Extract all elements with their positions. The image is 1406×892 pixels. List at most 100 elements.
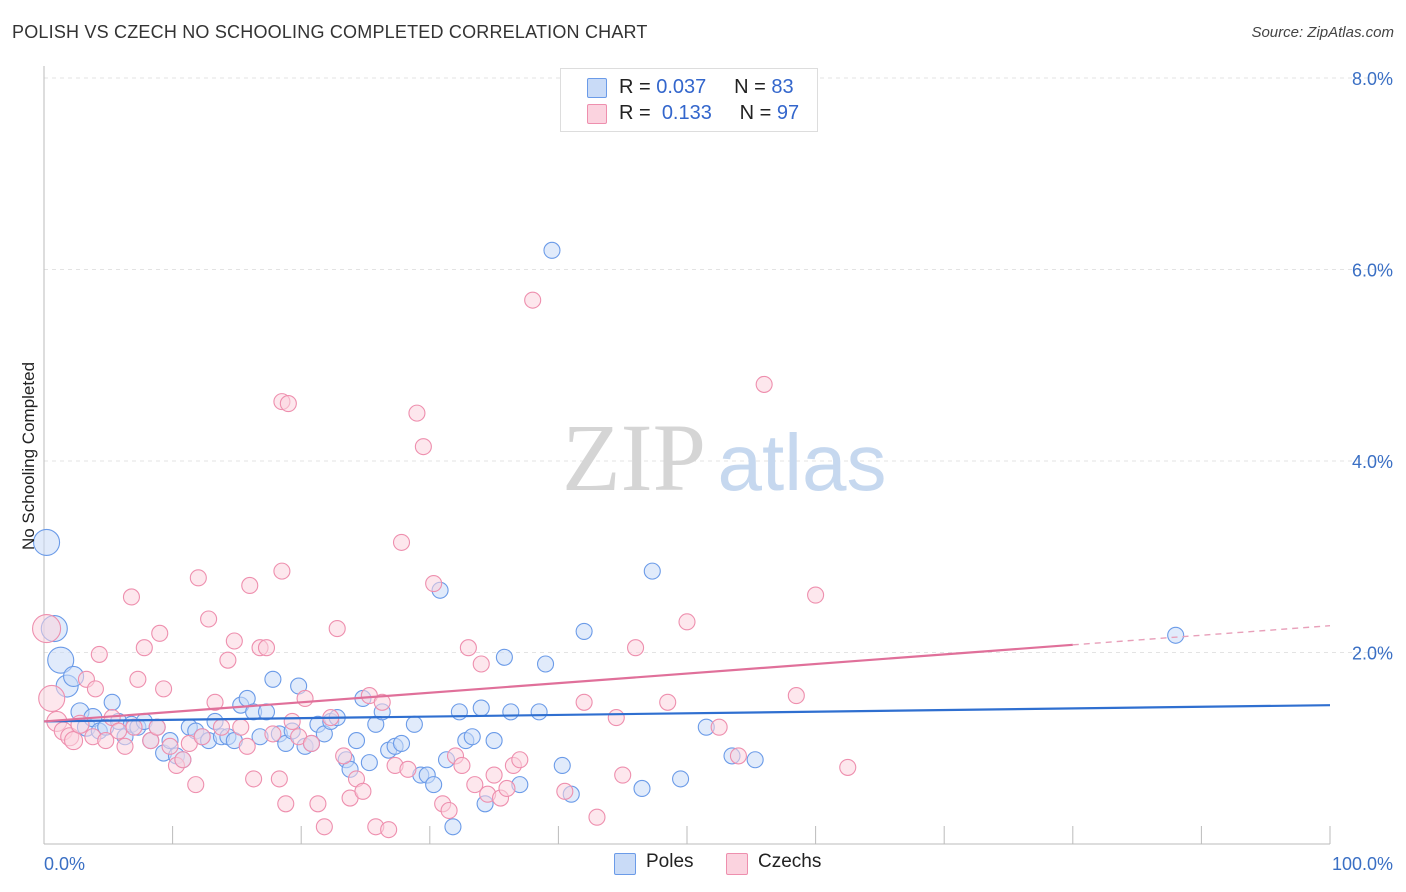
point-czechs <box>354 782 372 800</box>
point-poles <box>444 818 462 836</box>
gridlines <box>44 77 1390 653</box>
legend-n-label: N = <box>734 76 766 98</box>
point-poles <box>33 528 61 556</box>
point-czechs <box>335 747 353 765</box>
stats-legend: R = 0.037 N = 83 R = 0.133 N = 97 <box>560 68 818 132</box>
watermark-atlas: atlas <box>718 418 887 507</box>
legend-r-value: 0.037 <box>656 76 707 98</box>
point-czechs <box>556 782 574 800</box>
trend-lines <box>43 624 1331 723</box>
point-czechs <box>627 639 645 657</box>
point-czechs <box>232 718 250 736</box>
point-poles <box>643 562 661 580</box>
point-czechs <box>414 438 432 456</box>
point-poles <box>633 779 651 798</box>
point-czechs <box>392 533 411 551</box>
point-poles <box>553 756 571 775</box>
point-czechs <box>148 718 166 736</box>
point-czechs <box>659 693 677 711</box>
trend-line-poles <box>43 704 1331 723</box>
point-czechs <box>279 394 297 413</box>
point-czechs <box>219 651 237 669</box>
point-czechs <box>225 632 243 650</box>
point-czechs <box>466 776 484 794</box>
point-poles <box>530 703 548 721</box>
point-czechs <box>607 709 625 727</box>
legend-n-value: 83 <box>771 76 794 98</box>
y-tick-label: 6.0% <box>1352 261 1393 281</box>
point-czechs <box>302 734 321 753</box>
point-czechs <box>174 751 192 769</box>
point-czechs <box>575 693 593 711</box>
point-czechs <box>588 808 606 826</box>
point-poles <box>1167 626 1185 644</box>
point-czechs <box>807 586 825 604</box>
x-tick-label-max: 100.0% <box>1332 854 1393 874</box>
point-poles <box>392 734 411 753</box>
point-czechs <box>90 645 108 663</box>
point-czechs <box>110 722 128 740</box>
point-poles <box>502 703 520 721</box>
point-czechs <box>283 712 301 730</box>
point-czechs <box>678 613 696 631</box>
point-czechs <box>614 766 632 784</box>
watermark: ZIP atlas <box>562 404 886 511</box>
point-czechs <box>200 610 218 628</box>
point-czechs <box>135 639 153 657</box>
legend-n-label: N = <box>739 102 772 124</box>
point-poles <box>450 703 468 721</box>
point-czechs <box>328 620 346 638</box>
chart-title: POLISH VS CZECH NO SCHOOLING COMPLETED C… <box>12 22 648 42</box>
point-poles <box>746 751 764 769</box>
x-tick-label-min: 0.0% <box>44 854 85 874</box>
point-poles <box>536 655 555 673</box>
point-czechs <box>189 569 207 587</box>
trend-line-czechs-extension <box>1072 624 1331 646</box>
point-poles <box>495 648 513 666</box>
y-tick-label: 8.0% <box>1352 69 1393 89</box>
point-czechs <box>122 588 140 606</box>
point-czechs <box>38 684 66 713</box>
point-czechs <box>453 756 471 775</box>
point-czechs <box>273 562 291 580</box>
point-czechs <box>116 737 134 755</box>
point-czechs <box>129 670 147 688</box>
legend-swatch-czechs <box>726 853 748 875</box>
point-czechs <box>206 693 224 711</box>
point-czechs <box>380 821 398 839</box>
legend-swatch-czechs <box>587 104 607 124</box>
point-czechs <box>755 375 773 393</box>
point-czechs <box>187 776 205 794</box>
point-czechs <box>425 575 443 593</box>
point-czechs <box>787 687 805 705</box>
point-czechs <box>125 718 143 736</box>
point-czechs <box>241 576 259 595</box>
legend-r-label: R = <box>619 76 651 98</box>
point-czechs <box>839 758 857 776</box>
point-czechs <box>193 728 211 746</box>
point-poles <box>47 646 75 674</box>
trend-line-czechs <box>43 643 1073 723</box>
point-czechs <box>498 779 516 798</box>
watermark-zip: ZIP <box>562 404 706 511</box>
point-poles <box>485 732 503 750</box>
point-czechs <box>64 731 84 751</box>
point-poles <box>347 732 366 750</box>
point-poles <box>405 715 423 733</box>
legend-r-value: 0.133 <box>661 102 712 124</box>
point-czechs <box>459 639 477 657</box>
point-czechs <box>315 818 333 836</box>
point-czechs <box>257 639 276 657</box>
legend-label-poles: Poles <box>646 851 694 872</box>
point-czechs <box>373 693 391 711</box>
point-czechs <box>270 770 288 788</box>
legend-label-czechs: Czechs <box>758 851 822 872</box>
point-czechs <box>296 689 314 708</box>
y-axis-label: No Schooling Completed <box>19 362 38 550</box>
point-poles <box>425 776 443 794</box>
point-poles <box>463 728 481 746</box>
point-czechs <box>408 404 426 422</box>
y-tick-label: 2.0% <box>1352 644 1393 664</box>
point-poles <box>264 670 282 688</box>
